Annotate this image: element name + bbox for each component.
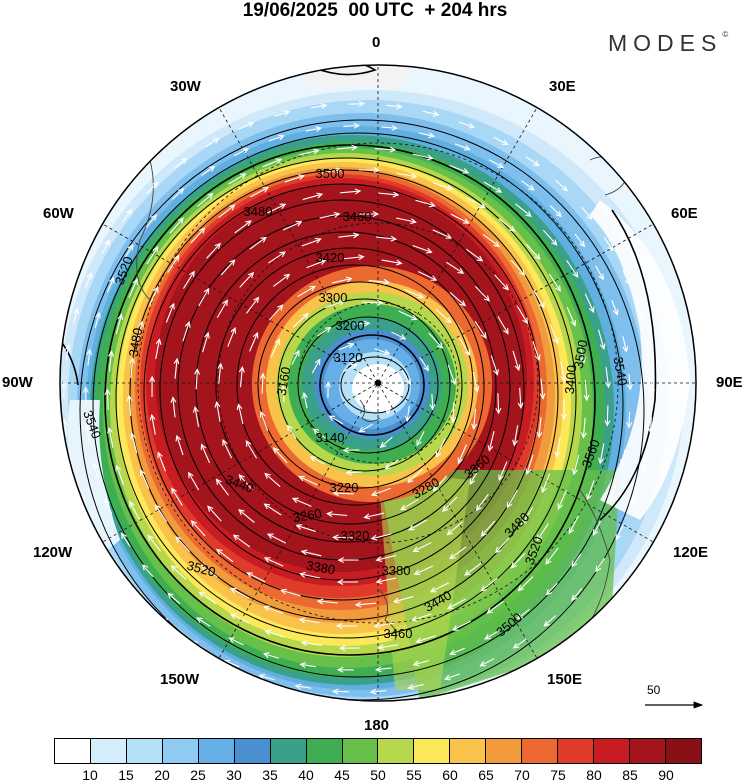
lon-label-150e: 150E (547, 671, 582, 688)
lon-label-30e: 30E (549, 78, 576, 95)
contour-label: 3460 (343, 209, 372, 224)
colorbar-cell (270, 738, 306, 764)
pole-marker (375, 380, 381, 386)
colorbar-label: 80 (586, 767, 602, 783)
lon-label-90e: 90E (716, 374, 743, 391)
lon-label-90w: 90W (2, 374, 33, 391)
lon-label-60w: 60W (43, 205, 74, 222)
colorbar-cell (234, 738, 270, 764)
colorbar-cell (54, 738, 90, 764)
reference-vector-label: 50 (647, 683, 660, 697)
colorbar-cell (306, 738, 342, 764)
colorbar-cell (162, 738, 198, 764)
colorbar-cell (377, 738, 413, 764)
contour-label: 3500 (316, 166, 345, 181)
contour-label: 3320 (341, 528, 370, 543)
brand-logo: MODES© (608, 30, 728, 57)
wind-vector (498, 393, 499, 413)
wind-vector (348, 104, 363, 105)
contour-label: 3220 (330, 480, 359, 495)
colorbar-label: 90 (658, 767, 674, 783)
colorbar-cell (485, 738, 521, 764)
colorbar-label: 25 (190, 767, 206, 783)
colorbar-cell (557, 738, 593, 764)
colorbar (54, 738, 702, 764)
lon-label-0: 0 (372, 34, 380, 51)
colorbar-cell (449, 738, 485, 764)
colorbar-label: 35 (262, 767, 278, 783)
contour-label: 3380 (382, 563, 411, 578)
colorbar-label: 55 (406, 767, 422, 783)
colorbar-label: 65 (478, 767, 494, 783)
colorbar-label: 20 (154, 767, 170, 783)
brand-mark: © (722, 30, 728, 39)
colorbar-label: 75 (550, 767, 566, 783)
brand-name: MODES (608, 30, 722, 56)
contour-label: 3420 (316, 250, 345, 265)
lon-label-120w: 120W (33, 544, 72, 561)
colorbar-cell (629, 738, 665, 764)
colorbar-label: 60 (442, 767, 458, 783)
contour-label: 3460 (384, 626, 413, 641)
colorbar-label: 85 (622, 767, 638, 783)
lon-label-60e: 60E (671, 205, 698, 222)
lon-label-120e: 120E (673, 544, 708, 561)
colorbar-cell (126, 738, 162, 764)
contour-label: 3480 (244, 204, 273, 219)
contour-label: 3300 (319, 290, 348, 305)
lon-label-150w: 150W (160, 671, 199, 688)
colorbar-label: 50 (370, 767, 386, 783)
colorbar-cell (413, 738, 449, 764)
colorbar-cell (198, 738, 234, 764)
colorbar-label: 15 (118, 767, 134, 783)
contour-label: 3120 (334, 350, 363, 365)
colorbar-cell (90, 738, 126, 764)
lon-label-180: 180 (364, 717, 389, 734)
colorbar-label: 40 (298, 767, 314, 783)
colorbar-label: 70 (514, 767, 530, 783)
wind-vector (607, 405, 608, 425)
lon-label-30w: 30W (170, 78, 201, 95)
contour-label: 3140 (316, 430, 345, 445)
forecast-title: 19/06/2025 00 UTC + 204 hrs (0, 0, 750, 22)
colorbar-cell (593, 738, 629, 764)
colorbar-cell (665, 738, 702, 764)
colorbar-label: 30 (226, 767, 242, 783)
colorbar-label: 45 (334, 767, 350, 783)
colorbar-label: 10 (82, 767, 98, 783)
colorbar-cell (521, 738, 557, 764)
colorbar-cell (342, 738, 378, 764)
contour-label: 3200 (336, 318, 365, 333)
